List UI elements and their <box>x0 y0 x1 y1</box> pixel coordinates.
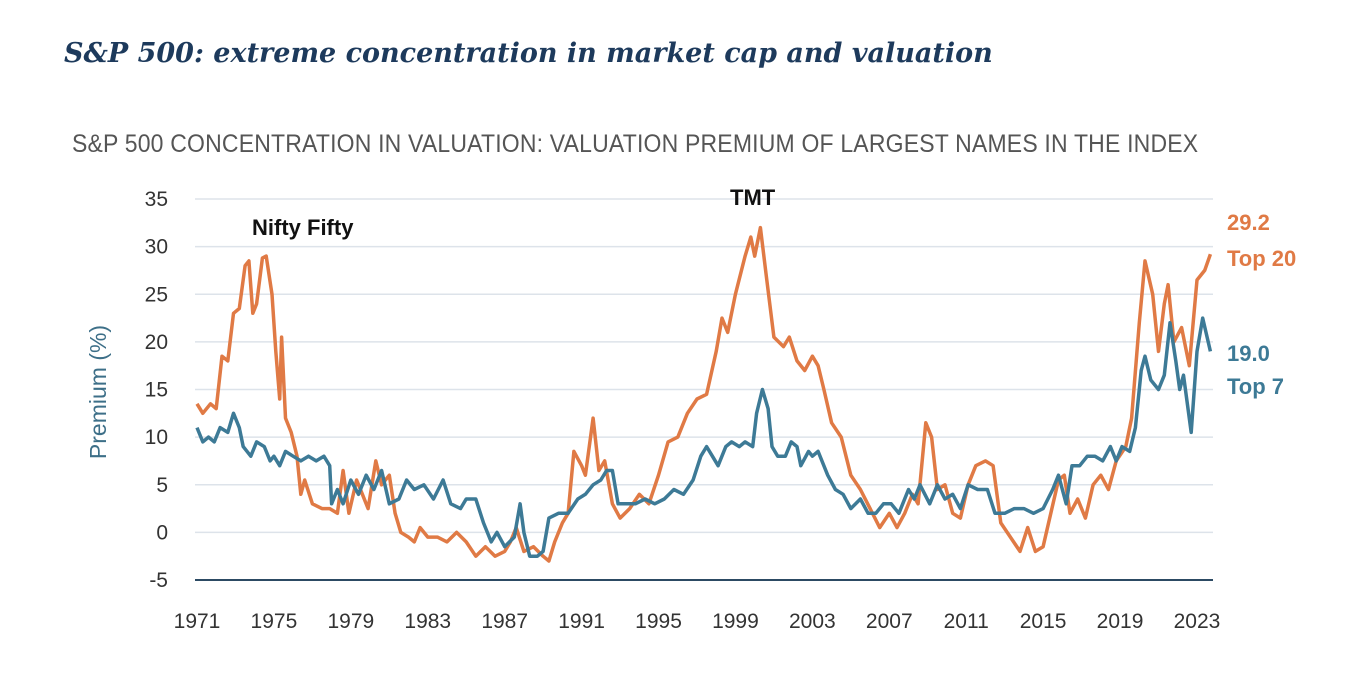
annotation-nifty-fifty: Nifty Fifty <box>252 215 354 240</box>
page-title: S&P 500: extreme concentration in market… <box>64 38 993 69</box>
y-tick-label: 20 <box>145 331 168 354</box>
x-tick-label: 2015 <box>1020 610 1067 633</box>
top7-label: Top 7 <box>1227 374 1284 399</box>
top20-end-value: 29.2 <box>1227 210 1270 235</box>
x-tick-label: 2007 <box>866 610 913 633</box>
series-line-top-20 <box>195 225 1213 563</box>
x-tick-label: 1975 <box>251 610 298 633</box>
y-tick-label: -5 <box>149 569 168 592</box>
x-tick-label: 1991 <box>558 610 605 633</box>
y-tick-label: 35 <box>145 188 168 211</box>
y-tick-label: 0 <box>156 521 168 544</box>
top20-label: Top 20 <box>1227 246 1296 271</box>
y-tick-label: 25 <box>145 283 168 306</box>
x-tick-label: 1987 <box>481 610 528 633</box>
series-line-top-7 <box>195 316 1213 558</box>
y-tick-label: 30 <box>145 236 168 259</box>
x-tick-label: 1979 <box>327 610 374 633</box>
x-tick-label: 2011 <box>944 610 989 633</box>
annotation-tmt: TMT <box>730 185 776 210</box>
x-tick-label: 1983 <box>404 610 451 633</box>
y-tick-label: 10 <box>145 426 168 449</box>
x-tick-label: 2023 <box>1174 610 1221 633</box>
x-tick-label: 2003 <box>789 610 836 633</box>
chart-title: S&P 500 CONCENTRATION IN VALUATION: VALU… <box>72 130 1199 158</box>
x-tick-label: 1999 <box>712 610 759 633</box>
y-axis-label: Premium (%) <box>85 325 111 459</box>
y-tick-label: 5 <box>156 474 168 497</box>
x-tick-label: 1995 <box>635 610 682 633</box>
y-tick-label: 15 <box>145 379 168 402</box>
x-tick-label: 2019 <box>1097 610 1144 633</box>
top7-end-value: 19.0 <box>1227 341 1270 366</box>
x-tick-label: 1971 <box>174 610 221 633</box>
